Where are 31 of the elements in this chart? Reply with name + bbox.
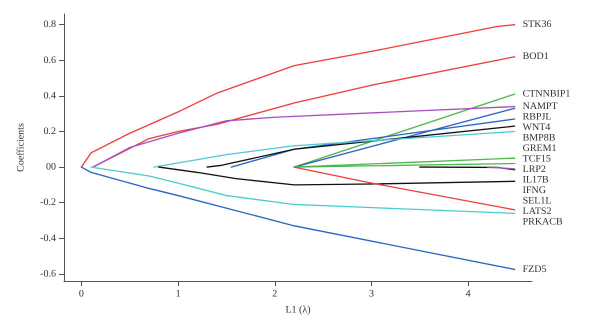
series-label: CTNNBIP1 [522, 88, 570, 100]
series-label: FZD5 [522, 264, 546, 275]
series-label: GREM1 [522, 143, 556, 154]
series-label: SEL1L [522, 196, 552, 207]
series-label: TCF15 [522, 154, 551, 165]
x-tick-label: 2 [272, 288, 278, 300]
y-tick-label: -0.4 [40, 232, 56, 244]
y-tick-label: 0.2 [44, 126, 56, 137]
x-tick-label: 4 [466, 288, 471, 300]
y-tick-label: -0.6 [40, 268, 56, 280]
series-label: LATS2 [522, 206, 552, 218]
series-label: LRP2 [522, 164, 546, 176]
y-tick-label: 00 [46, 162, 56, 173]
series-label: STK36 [522, 19, 552, 30]
y-tick-label: 0.6 [44, 54, 56, 66]
series-label: RBPJL [522, 112, 552, 123]
series-label: BOD1 [522, 51, 549, 62]
series-label: IL17B [522, 174, 550, 186]
y-tick-label: 0.4 [44, 90, 56, 102]
series-label: BMP8B [522, 132, 556, 144]
series-label: NAMPT [522, 101, 558, 112]
x-tick-label: 3 [368, 288, 374, 300]
x-axis-title: L1 (λ) [285, 304, 311, 316]
series-label: WNT4 [522, 122, 550, 134]
x-tick-label: 1 [176, 288, 181, 300]
series-label: IFNG [522, 185, 546, 196]
series-label: PRKACB [522, 216, 563, 228]
y-axis-title: Coefficients [16, 123, 26, 172]
y-tick-label: 0.8 [44, 19, 56, 30]
x-tick-label: 0 [78, 288, 84, 300]
y-tick-label: -0.2 [40, 197, 56, 208]
